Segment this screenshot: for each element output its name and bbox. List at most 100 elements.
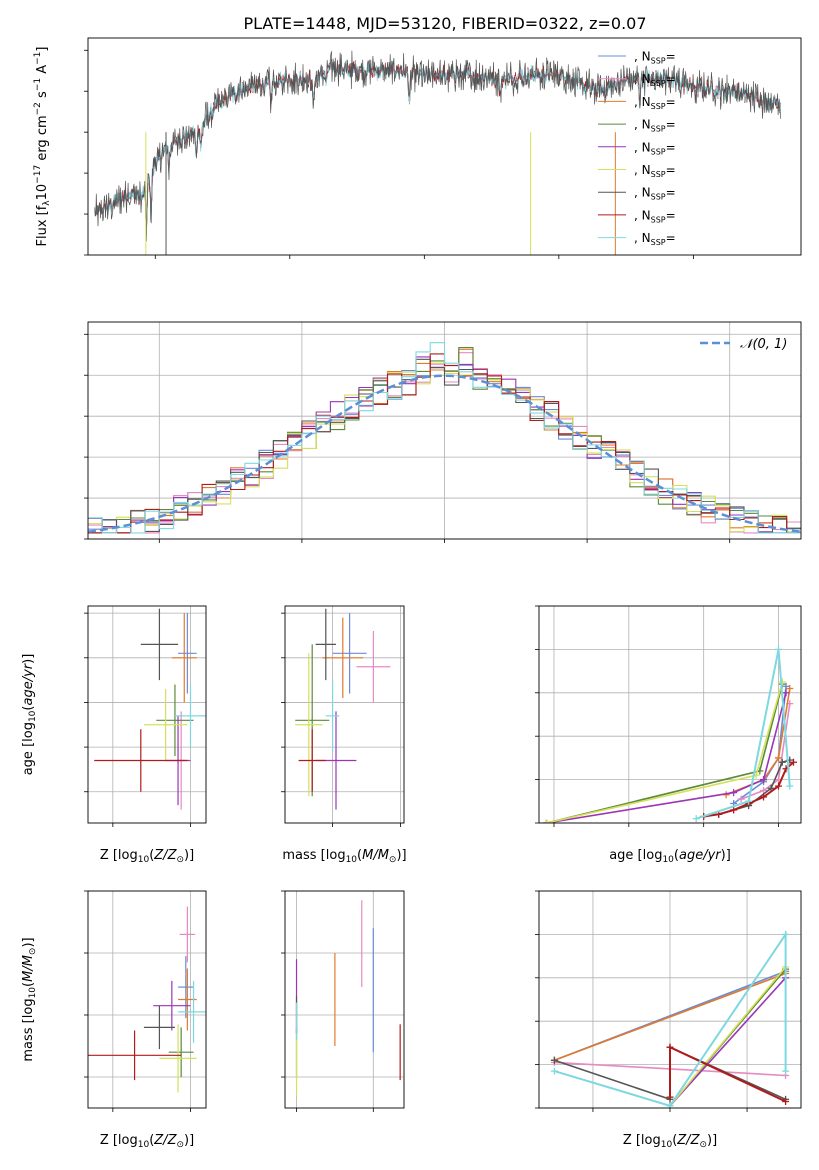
legend: , NSSP=, NSSP=, NSSP=, NSSP=, NSSP=, NSS…: [598, 50, 676, 247]
legend-label: 𝒩(0, 1): [740, 337, 787, 352]
legend-eq: =: [666, 50, 676, 64]
plot-area-spectrum: [94, 50, 782, 255]
errorbar-point: [88, 1030, 182, 1081]
weight-marker: [760, 793, 768, 801]
label-part: mass [log: [282, 848, 345, 863]
plot-area-age_vs_Z: [94, 608, 206, 810]
panel-age_vs_mass: mass [log10(M/M⊙)]: [281, 605, 407, 865]
histogram-step: [88, 342, 801, 534]
label-part: 10: [662, 855, 674, 865]
panel-massweight_vs_age: age [log10(age/yr)]: [535, 605, 802, 865]
weight-marker: [666, 1102, 674, 1108]
label-part: 10: [661, 1140, 673, 1150]
label-part: (: [21, 706, 36, 711]
panel-age_vs_Z: Z [log10(Z/Z⊙)] age [log10(age/yr)]: [21, 605, 207, 865]
label-part: erg cm: [35, 115, 50, 164]
label-part: 10: [28, 987, 38, 999]
axes-frame: [538, 890, 802, 1109]
x-axis-label: mass [log10(M/M⊙)]: [282, 848, 406, 865]
errorbar-point: [298, 729, 326, 792]
legend-sub: SSP: [651, 147, 666, 156]
errorbar-point: [143, 689, 188, 761]
panel-massweight_vs_Z: Z [log10(Z/Z⊙)]: [535, 890, 802, 1150]
legend-sub: SSP: [651, 125, 666, 134]
weight-marker: [730, 806, 738, 814]
weight-marker: [782, 682, 790, 690]
axes-mass_vs_Z: [84, 890, 207, 1112]
histogram-step: [88, 358, 801, 534]
axes-mass_vs_EBV: [281, 890, 405, 1112]
errorbar-point: [159, 1024, 197, 1093]
weight-marker: [775, 782, 783, 790]
weight-line: [669, 977, 787, 1107]
label-part: )]: [707, 1133, 717, 1148]
errorbar-point: [178, 956, 194, 1019]
label-part: (: [357, 848, 362, 863]
plot-area-massweight_vs_Z: [550, 930, 790, 1108]
legend-label: , NSSP=: [634, 163, 676, 179]
legend-eq: =: [666, 186, 676, 200]
axes-frame: [87, 890, 207, 1109]
weight-marker: [775, 645, 783, 653]
legend-eq: =: [666, 95, 676, 109]
weight-marker: [542, 819, 550, 823]
legend-sep: , N: [634, 140, 651, 154]
axes-frame: [87, 605, 207, 824]
label-part: (: [674, 848, 679, 863]
legend-label: , NSSP=: [634, 72, 676, 88]
axes-frame: [284, 890, 405, 1109]
label-part: M/M: [362, 848, 389, 863]
weight-marker: [666, 1043, 674, 1051]
weight-line: [695, 649, 791, 820]
errorbar-point: [178, 613, 197, 694]
weight-line: [703, 761, 795, 818]
weight-marker: [760, 776, 768, 784]
label-part: mass [log: [21, 998, 36, 1061]
errorbar-point: [315, 608, 336, 681]
axes-frame: [284, 605, 405, 824]
axes-frame: [538, 605, 802, 824]
weight-marker: [782, 1067, 790, 1075]
label-sup: −1: [33, 52, 43, 65]
y-axis-label: Flux [fλ10−17 erg cm−2 s−1 A−1]: [33, 47, 52, 247]
legend-label: , NSSP=: [634, 186, 676, 202]
weight-line: [554, 972, 786, 1062]
plot-area-residuals: [88, 342, 801, 534]
axes-massweight_vs_Z: [535, 890, 802, 1112]
label-sub: λ: [42, 200, 52, 206]
legend-sub: SSP: [651, 102, 666, 111]
weight-marker: [745, 797, 753, 805]
figure-title: PLATE=1448, MJD=53120, FIBERID=0322, z=0…: [243, 14, 646, 33]
label-part: 10: [138, 855, 150, 865]
y-axis-label: age [log10(age/yr)]: [21, 654, 38, 776]
weight-marker: [666, 1093, 674, 1101]
label-part: )]: [184, 1133, 194, 1148]
weight-marker: [778, 758, 786, 766]
label-part: ⊙: [176, 855, 184, 865]
legend-label: , NSSP=: [634, 95, 676, 111]
axes-massweight_vs_age: [535, 605, 802, 827]
errorbar-point: [179, 906, 196, 963]
axes-age_vs_mass: [281, 605, 405, 827]
label-part: )]: [184, 848, 194, 863]
legend-label: , NSSP=: [634, 50, 676, 66]
label-sup: −17: [33, 165, 43, 184]
weight-marker: [786, 684, 794, 692]
label-part: Z/Z: [676, 1133, 700, 1148]
legend-sep: , N: [634, 186, 651, 200]
x-axis-label: Z [log10(Z/Z⊙)]: [100, 848, 194, 865]
x-axis-label: Z [log10(Z/Z⊙)]: [100, 1133, 194, 1150]
weight-line: [554, 931, 787, 1107]
plot-area-age_vs_mass: [295, 608, 391, 810]
weight-marker: [782, 1097, 790, 1105]
y-axis-label: mass [log10(M/M⊙)]: [21, 937, 38, 1061]
weight-marker: [790, 758, 798, 766]
errorbar-point: [295, 653, 323, 797]
errorbar-point: [171, 613, 197, 703]
label-part: ]: [35, 47, 50, 52]
spectrum-line: [94, 50, 782, 242]
errorbar-point: [94, 729, 188, 792]
label-part: 10: [35, 184, 50, 201]
weight-line: [669, 966, 787, 1107]
legend-eq: =: [666, 163, 676, 177]
